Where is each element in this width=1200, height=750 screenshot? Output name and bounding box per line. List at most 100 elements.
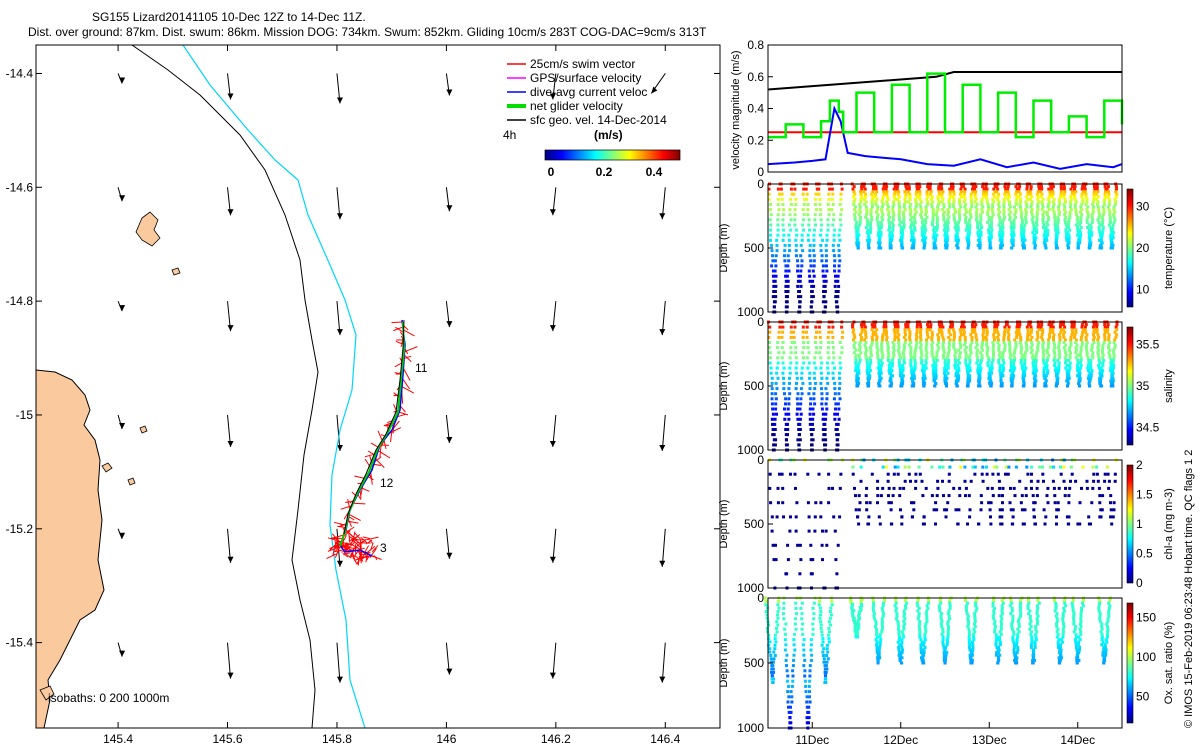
profile-point [817,603,821,607]
profile-point [1033,522,1037,526]
profile-point [897,333,901,337]
profile-point [925,609,929,613]
profile-point [880,341,884,344]
profile-point [865,348,869,352]
profile-point [1113,343,1117,347]
profile-point [817,192,821,196]
profile-point [1043,236,1047,240]
profile-point [932,233,936,237]
profile-point [994,640,998,644]
profile-point [812,254,816,258]
profile-point [1069,338,1073,342]
profile-point [1051,479,1055,483]
profile-point [774,392,778,396]
profile-point [972,627,976,631]
profile-point [1011,228,1015,232]
profile-point [1096,205,1100,209]
profile-point [981,338,985,342]
profile-point [1015,333,1019,337]
profile-point [1020,218,1024,222]
profile-point [943,358,947,362]
profile-point [966,601,969,605]
profile-point [940,625,944,629]
profile-point [938,465,942,469]
profile-point [1074,632,1078,636]
profile-point [1033,233,1037,237]
profile-point [857,371,861,375]
profile-point [984,185,988,189]
profile-point [926,185,930,189]
profile-point [876,494,880,498]
profile-point [1036,343,1040,347]
profile-point [807,218,811,222]
profile-point [1081,604,1085,608]
profile-point [787,387,791,391]
profile-point [860,604,864,608]
profile-point [771,254,774,258]
profile-point [1014,210,1018,214]
profile-point [806,341,810,344]
profile-point [800,238,804,242]
profile-point [1095,185,1099,189]
profile-point [1084,338,1088,342]
profile-point [1042,210,1046,214]
profile-point [864,353,868,357]
profile-point [964,599,967,603]
profile-point [771,660,775,664]
profile-point [865,231,869,235]
profile-point [1053,343,1057,347]
profile-point [778,325,782,329]
profile-point [795,233,799,237]
profile-point [837,387,841,391]
profile-point [978,369,982,373]
profile-point [1019,197,1022,201]
profile-point [942,215,946,219]
profile-point [858,218,862,222]
profile-point [827,208,831,212]
profile-point [858,210,862,214]
geo-vector-head [446,89,453,96]
profile-point [904,338,908,342]
profile-point [787,233,791,237]
profile-point [1026,333,1030,337]
profile-point [907,472,911,476]
profile-point [864,356,868,360]
profile-point [902,343,906,347]
profile-point [1079,356,1083,360]
profile-point [998,508,1002,512]
profile-point [773,633,777,637]
profile-point [1088,379,1092,383]
profile-point [1036,622,1039,626]
profile-point [1067,376,1071,380]
profile-point [1064,223,1068,227]
profile-point [1048,328,1052,332]
profile-point [949,185,953,189]
profile-point [1100,632,1104,636]
profile-point [1036,335,1040,339]
profile-point [867,379,870,383]
profile-point [884,325,888,329]
profile-point [910,366,914,370]
profile-point [1022,376,1025,380]
profile-point [1108,599,1112,603]
profile-point [989,231,993,235]
profile-point [1054,366,1058,370]
profile-point [1041,338,1045,342]
profile-point [1029,625,1033,629]
profile-point [1100,643,1104,647]
profile-point [1091,486,1095,490]
profile-point [784,402,787,406]
land-mainland [36,369,105,728]
profile-point [897,645,901,649]
profile-point [1099,369,1103,373]
profile-point [1076,228,1080,232]
profile-point [1031,371,1035,375]
profile-point [898,353,902,357]
profile-point [946,226,950,229]
profile-point [994,635,998,639]
profile-point [768,351,772,355]
profile-point [913,366,917,370]
profile-point [1059,472,1063,476]
profile-point [939,622,943,626]
profile-point [874,195,878,199]
